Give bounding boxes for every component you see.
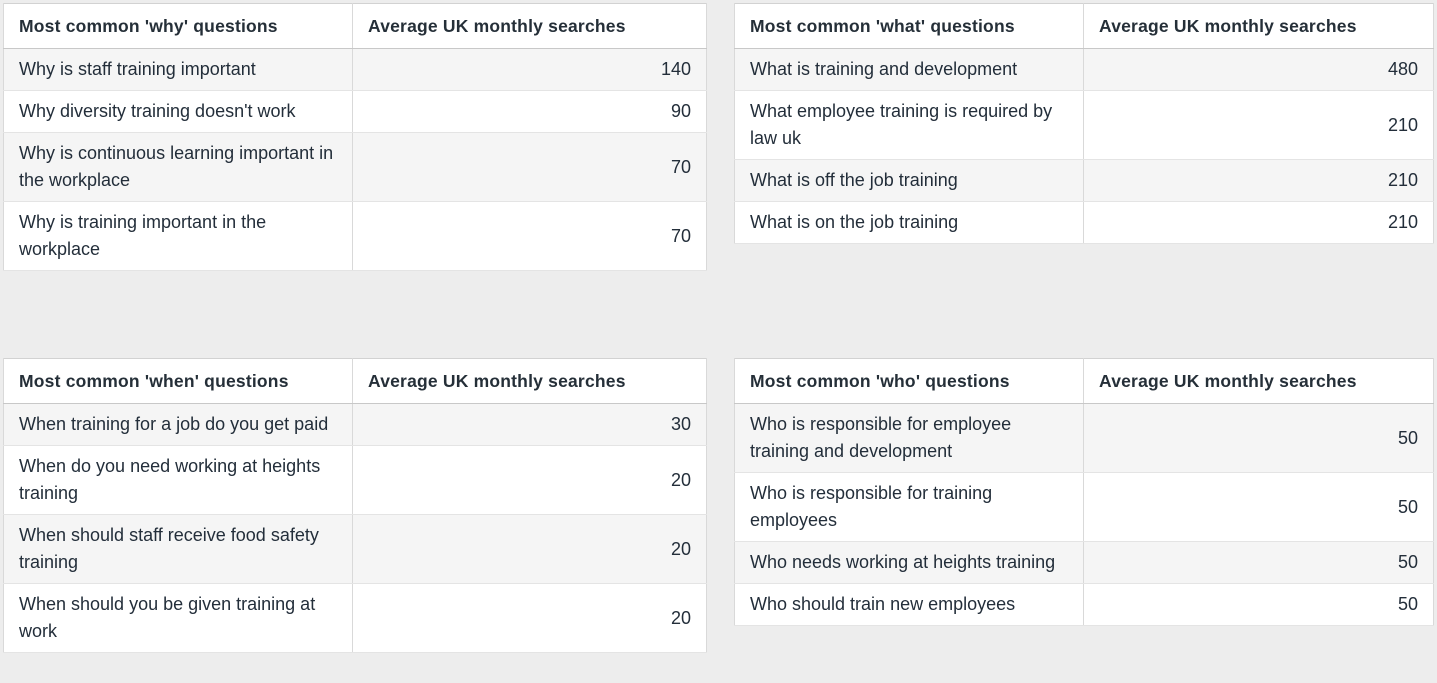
question-cell: What is on the job training [734,201,1084,244]
table-row: What employee training is required by la… [734,90,1434,160]
table-row: Why is continuous learning important in … [3,132,707,202]
search-volume-cell: 210 [1083,90,1434,160]
question-cell: Why is staff training important [3,48,353,91]
table-row: What is off the job training 210 [734,159,1434,202]
table-row: Who is responsible for employee training… [734,403,1434,473]
column-header-when-questions: Most common 'when' questions [3,358,353,404]
table-row: When should you be given training at wor… [3,583,707,653]
table-header-row: Most common 'why' questions Average UK m… [3,3,707,49]
table-header-row: Most common 'when' questions Average UK … [3,358,707,404]
table-header-row: Most common 'what' questions Average UK … [734,3,1434,49]
search-volume-cell: 70 [352,201,707,271]
table-why-questions: Most common 'why' questions Average UK m… [3,3,707,271]
search-volume-cell: 20 [352,514,707,584]
column-header-monthly-searches: Average UK monthly searches [352,358,707,404]
question-cell: Who should train new employees [734,583,1084,626]
search-volume-cell: 90 [352,90,707,133]
table-row: Why is staff training important 140 [3,48,707,91]
search-volume-cell: 210 [1083,159,1434,202]
table-row: Why diversity training doesn't work 90 [3,90,707,133]
table-row: Who should train new employees 50 [734,583,1434,626]
table-row: When do you need working at heights trai… [3,445,707,515]
question-cell: What employee training is required by la… [734,90,1084,160]
search-volume-cell: 30 [352,403,707,446]
column-header-monthly-searches: Average UK monthly searches [1083,358,1434,404]
question-cell: Who is responsible for training employee… [734,472,1084,542]
search-volume-cell: 50 [1083,472,1434,542]
column-header-monthly-searches: Average UK monthly searches [352,3,707,49]
table-row: Why is training important in the workpla… [3,201,707,271]
search-volume-cell: 50 [1083,541,1434,584]
when-questions-table: Most common 'when' questions Average UK … [3,358,707,653]
question-cell: When should staff receive food safety tr… [3,514,353,584]
question-cell: What is training and development [734,48,1084,91]
table-row: Who is responsible for training employee… [734,472,1434,542]
table-who-questions: Most common 'who' questions Average UK m… [734,358,1434,626]
column-header-monthly-searches: Average UK monthly searches [1083,3,1434,49]
question-cell: Why is continuous learning important in … [3,132,353,202]
question-cell: Why is training important in the workpla… [3,201,353,271]
question-cell: When should you be given training at wor… [3,583,353,653]
search-volume-cell: 210 [1083,201,1434,244]
question-cell: Who needs working at heights training [734,541,1084,584]
why-questions-table: Most common 'why' questions Average UK m… [3,3,707,271]
who-questions-table: Most common 'who' questions Average UK m… [734,358,1434,626]
search-volume-cell: 480 [1083,48,1434,91]
table-row: When should staff receive food safety tr… [3,514,707,584]
search-volume-cell: 50 [1083,403,1434,473]
column-header-what-questions: Most common 'what' questions [734,3,1084,49]
search-volume-cell: 140 [352,48,707,91]
column-header-why-questions: Most common 'why' questions [3,3,353,49]
question-cell: Why diversity training doesn't work [3,90,353,133]
table-row: What is on the job training 210 [734,201,1434,244]
column-header-who-questions: Most common 'who' questions [734,358,1084,404]
table-row: When training for a job do you get paid 3… [3,403,707,446]
what-questions-table: Most common 'what' questions Average UK … [734,3,1434,244]
search-volume-cell: 20 [352,583,707,653]
question-cell: When do you need working at heights trai… [3,445,353,515]
table-header-row: Most common 'who' questions Average UK m… [734,358,1434,404]
question-cell: What is off the job training [734,159,1084,202]
table-row: Who needs working at heights training 50 [734,541,1434,584]
search-volume-cell: 20 [352,445,707,515]
question-cell: When training for a job do you get paid [3,403,353,446]
search-volume-cell: 50 [1083,583,1434,626]
table-row: What is training and development 480 [734,48,1434,91]
question-cell: Who is responsible for employee training… [734,403,1084,473]
search-volume-cell: 70 [352,132,707,202]
table-when-questions: Most common 'when' questions Average UK … [3,358,707,653]
table-what-questions: Most common 'what' questions Average UK … [734,3,1434,244]
